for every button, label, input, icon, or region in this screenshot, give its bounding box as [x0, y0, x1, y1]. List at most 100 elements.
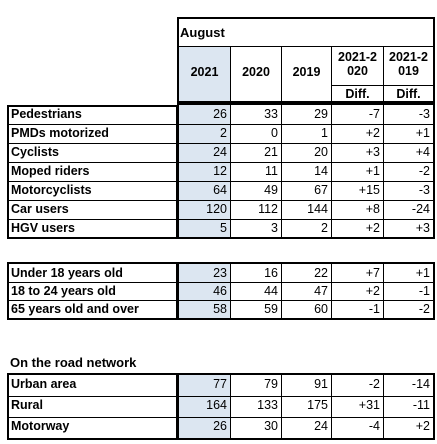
row-label: HGV users	[11, 221, 75, 235]
col-divider	[383, 200, 384, 219]
col-divider	[383, 417, 384, 438]
row-divider	[9, 143, 176, 144]
col-divider	[331, 200, 332, 219]
table-cell: +3	[415, 221, 430, 235]
col-divider	[331, 264, 332, 282]
table-cell: 0	[271, 126, 278, 140]
col-divider	[331, 300, 332, 318]
table-cell: -2	[418, 302, 430, 316]
col-divider	[230, 181, 231, 200]
table-cell: -11	[412, 398, 430, 412]
table-cell: 30	[264, 419, 278, 433]
col-divider	[281, 200, 282, 219]
diff-2021-2020-sub: Diff.	[345, 87, 370, 101]
diff-sub-divider	[332, 85, 433, 86]
col-divider	[383, 162, 384, 181]
table-cell: 26	[213, 419, 227, 433]
row-label: Rural	[11, 398, 43, 412]
table-cell: +2	[365, 284, 380, 298]
table-cell: 44	[264, 284, 278, 298]
table-cell: 2	[220, 126, 227, 140]
col-divider	[383, 219, 384, 238]
table-cell: 33	[264, 107, 278, 121]
col-divider	[331, 282, 332, 300]
diff-2021-2019-sub: Diff.	[396, 87, 421, 101]
year-2020-header: 2020	[242, 65, 270, 79]
row-label: Motorcyclists	[11, 183, 92, 197]
table-cell: -2	[368, 377, 380, 391]
table-cell: 23	[213, 266, 227, 280]
table-cell: 2	[321, 221, 328, 235]
table-cell: 12	[213, 164, 227, 178]
table-cell: 11	[265, 164, 278, 178]
row-divider	[9, 162, 176, 163]
row-divider	[9, 282, 176, 283]
table-cell: 49	[264, 183, 278, 197]
diff-2021-2020-range: 2021-2020	[338, 50, 377, 78]
row-divider	[179, 143, 433, 144]
table-cell: 14	[314, 164, 328, 178]
col-divider	[281, 417, 282, 438]
col-divider	[331, 162, 332, 181]
table-cell: 16	[264, 266, 278, 280]
table-cell: 1	[321, 126, 328, 140]
row-divider	[179, 300, 433, 301]
table-cell: +1	[415, 266, 430, 280]
col-divider	[383, 300, 384, 318]
table-cell: 5	[220, 221, 227, 235]
col-divider	[230, 396, 231, 417]
col-divider	[331, 219, 332, 238]
table-cell: +2	[415, 419, 430, 433]
table-cell: +2	[365, 221, 380, 235]
table-cell: -1	[418, 284, 430, 298]
table-cell: 77	[213, 377, 227, 391]
col-divider	[230, 264, 231, 282]
table-cell: 175	[307, 398, 328, 412]
table-cell: 59	[264, 302, 278, 316]
table-cell: 67	[314, 183, 328, 197]
table-cell: +8	[365, 202, 380, 216]
col-divider	[281, 264, 282, 282]
col-divider	[281, 162, 282, 181]
table-cell: -4	[368, 419, 380, 433]
col-divider	[281, 375, 282, 396]
row-label: Moped riders	[11, 164, 90, 178]
row-label: 18 to 24 years old	[11, 284, 116, 298]
col-divider	[331, 105, 332, 124]
section-age-data-box	[177, 262, 435, 320]
table-cell: -14	[411, 377, 430, 391]
row-label: Under 18 years old	[11, 266, 123, 280]
row-label: Cyclists	[11, 145, 59, 159]
col-divider	[230, 219, 231, 238]
section-road-users-data-box	[177, 103, 435, 239]
col-divider	[331, 375, 332, 396]
year-2019-header: 2019	[292, 65, 321, 79]
col-divider	[230, 143, 231, 162]
row-label: PMDs motorized	[11, 126, 109, 140]
col-divider	[383, 396, 384, 417]
table-cell: +7	[365, 266, 380, 280]
col-divider	[383, 264, 384, 282]
table-cell: +3	[365, 145, 380, 159]
month-title: August	[180, 25, 225, 40]
table-cell: 21	[264, 145, 278, 159]
table-cell: 64	[213, 183, 227, 197]
col-2021-bg	[179, 105, 230, 237]
month-divider	[179, 46, 433, 47]
col-divider	[230, 162, 231, 181]
table-cell: +4	[415, 145, 430, 159]
col-divider	[281, 396, 282, 417]
row-label: Urban area	[11, 377, 77, 391]
row-divider	[179, 124, 433, 125]
table-cell: 144	[307, 202, 328, 216]
table-cell: +2	[365, 126, 380, 140]
col-divider	[383, 282, 384, 300]
row-divider	[9, 417, 176, 418]
table-cell: +15	[358, 183, 380, 197]
row-label: Car users	[11, 202, 69, 216]
col-divider	[281, 47, 282, 101]
table-cell: 47	[314, 284, 328, 298]
col-divider	[281, 124, 282, 143]
row-label: Pedestrians	[11, 107, 82, 121]
row-divider	[9, 396, 176, 397]
